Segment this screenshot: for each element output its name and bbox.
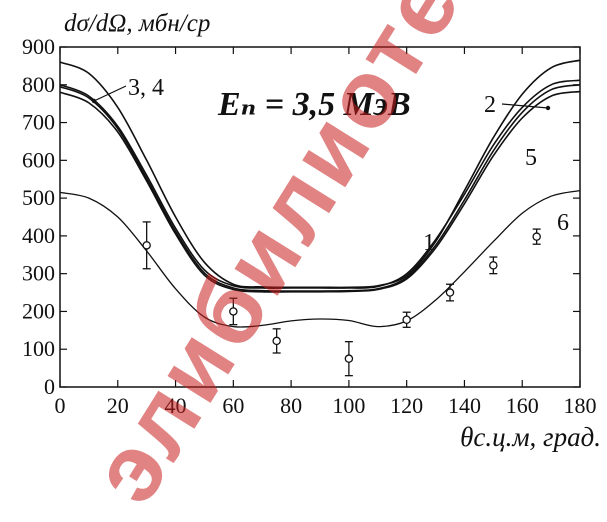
x-tick-label: 120 [390, 393, 423, 418]
y-tick-label: 800 [22, 72, 55, 97]
curve-label-pointer-head [91, 98, 97, 104]
data-marker [489, 261, 498, 270]
curve-label: 1 [423, 230, 435, 256]
x-axis-ticks: 0 20 40 60 80 100 120 140 160 180 [55, 47, 597, 418]
data-point [229, 297, 238, 326]
chart-title: Eₙ = 3,5 МэВ [218, 86, 411, 123]
data-marker [142, 241, 151, 250]
x-tick-label: 100 [332, 393, 365, 418]
data-point [532, 228, 541, 245]
data-marker [272, 336, 281, 346]
experimental-points [142, 221, 541, 377]
curve-label-pointer [501, 103, 549, 109]
curve-label: 3, 4 [128, 75, 164, 101]
curve-series-5 [59, 90, 581, 293]
curve-label-pointer-head [545, 105, 551, 111]
y-tick-label: 300 [22, 261, 55, 286]
y-tick-label: 400 [22, 223, 55, 248]
y-tick-label: 600 [22, 147, 55, 172]
data-marker [445, 288, 455, 297]
x-tick-label: 80 [280, 393, 302, 418]
curve-label-pointer [93, 85, 127, 102]
y-tick-label: 900 [22, 34, 55, 59]
curve-label: 2 [484, 92, 496, 118]
curve-label: 5 [525, 145, 537, 171]
data-point [402, 311, 411, 328]
y-tick-label: 700 [22, 110, 55, 135]
x-tick-label: 0 [55, 393, 66, 418]
y-tick-label: 200 [22, 298, 55, 323]
plot-area-frame [59, 46, 581, 388]
data-marker [229, 307, 238, 316]
x-tick-label: 40 [165, 393, 187, 418]
x-tick-label: 20 [107, 393, 129, 418]
x-tick-label: 60 [222, 393, 244, 418]
y-axis-ticks: 0 100 200 300 400 500 600 700 800 900 [22, 34, 580, 399]
y-axis-label: dσ/dΩ, мбн/ср [64, 10, 211, 37]
data-marker [402, 315, 411, 325]
x-axis-label: θс.ц.м, град. [460, 422, 601, 452]
data-point [344, 341, 354, 377]
x-tick-label: 180 [564, 393, 597, 418]
curve-series-2 [59, 59, 581, 289]
y-tick-label: 100 [22, 336, 55, 361]
curve-series-6 [59, 189, 581, 328]
data-point [142, 221, 151, 270]
data-point [272, 328, 281, 354]
y-tick-label: 500 [22, 185, 55, 210]
data-point [489, 256, 498, 275]
data-marker [532, 232, 541, 241]
curve-label: 6 [557, 210, 569, 236]
x-tick-label: 140 [448, 393, 481, 418]
chart-svg: 0 100 200 300 400 500 600 700 800 900 0 20 40 60 80 10… [22, 34, 597, 418]
curve-labels: 3, 4 2 5 1 6 [91, 75, 569, 256]
data-point [445, 283, 455, 302]
x-tick-label: 160 [506, 393, 539, 418]
y-tick-label: 0 [44, 374, 55, 399]
data-marker [344, 354, 354, 363]
